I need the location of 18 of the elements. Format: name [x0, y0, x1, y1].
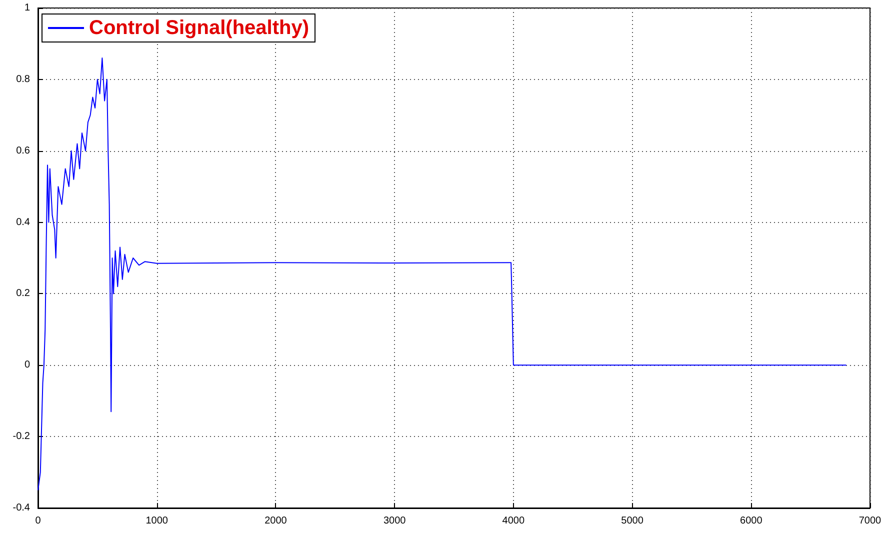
- x-tick-label: 6000: [740, 516, 763, 526]
- y-tick-label: 1: [24, 2, 30, 14]
- x-tick-label: 4000: [502, 516, 525, 526]
- y-tick-label: -0.4: [12, 502, 30, 514]
- x-tick-label: 3000: [383, 516, 406, 526]
- y-tick-label: 0.6: [16, 145, 30, 156]
- y-tick-label: 0: [24, 360, 30, 371]
- x-tick-label: 2000: [264, 516, 288, 526]
- y-tick-label: -0.2: [12, 431, 30, 442]
- legend-label: Control Signal(healthy): [89, 17, 309, 39]
- y-tick-label: 0.4: [16, 216, 30, 228]
- x-tick-label: 0: [35, 516, 42, 526]
- x-tick-label: 5000: [621, 516, 644, 526]
- x-tick-label: 7000: [858, 516, 882, 526]
- line-series: [38, 58, 847, 491]
- y-tick-label: 0.8: [16, 74, 30, 85]
- x-tick-label: 1000: [146, 516, 168, 526]
- y-tick-label: 0.2: [16, 288, 30, 300]
